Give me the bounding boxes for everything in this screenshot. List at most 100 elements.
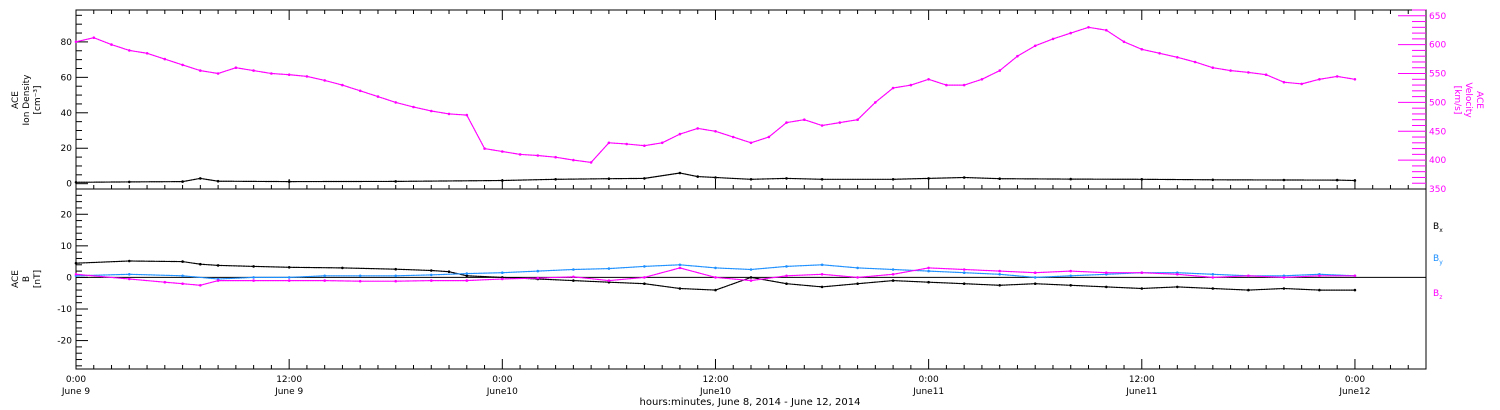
velocity-series-point	[678, 132, 682, 136]
bz-series-point	[1282, 276, 1286, 279]
bz-series-trace	[75, 267, 1356, 286]
bz-series-point	[163, 280, 167, 284]
density-series-point	[696, 175, 699, 178]
density-series-point	[678, 171, 682, 175]
velocity-series-point	[323, 79, 327, 82]
velocity-series-point	[128, 49, 131, 52]
time-tick-label: 0:00	[919, 375, 939, 385]
by-series-point	[891, 268, 895, 271]
bx-legend-label: Bx	[1433, 222, 1443, 234]
bx-series-point	[749, 276, 753, 279]
density-axis-tick-label: 80	[61, 38, 73, 48]
by-series-point	[998, 273, 1001, 276]
velocity-series-point	[305, 75, 309, 78]
date-tick-label: June11	[912, 387, 944, 397]
velocity-series-point	[376, 95, 380, 98]
velocity-axis-label-line-2: Velocity	[1463, 82, 1473, 118]
velocity-series-point	[1140, 48, 1144, 51]
velocity-axis-tick-label: 400	[1429, 156, 1446, 166]
velocity-series-point	[447, 112, 451, 116]
velocity-series-point	[1033, 44, 1037, 48]
velocity-series-point	[838, 121, 842, 124]
time-tick-label: 0:00	[492, 375, 512, 385]
by-series-point	[323, 274, 327, 278]
velocity-series-point	[199, 69, 202, 72]
velocity-series-point	[856, 118, 859, 121]
velocity-axis-tick-label: 650	[1429, 12, 1446, 22]
bx-series-point	[891, 279, 895, 282]
velocity-series-point	[341, 83, 344, 87]
velocity-series-point	[1335, 75, 1339, 78]
velocity-series-point	[501, 150, 504, 153]
bx-series-point	[962, 282, 966, 286]
velocity-series-point	[891, 86, 895, 90]
velocity-series-point	[625, 142, 628, 146]
field-axis-tick-label: 0	[66, 273, 72, 283]
velocity-series-point	[1176, 56, 1179, 59]
bx-series-point	[572, 279, 575, 282]
bx-series-point	[341, 266, 344, 270]
density-series-point	[1211, 178, 1215, 182]
bz-series-point	[607, 279, 611, 282]
by-series-point	[1211, 273, 1215, 276]
by-series-point	[785, 265, 788, 268]
by-legend-label: By	[1433, 254, 1443, 266]
velocity-series-point	[820, 124, 824, 127]
velocity-series-point	[287, 73, 291, 76]
density-series-point	[554, 178, 557, 181]
velocity-series-point	[518, 153, 522, 156]
top-panel-frame	[75, 9, 1427, 190]
density-series-point	[199, 177, 202, 180]
density-series-point	[891, 178, 895, 181]
bz-series-point	[1140, 271, 1144, 275]
bz-series-point	[678, 266, 682, 270]
velocity-series-point	[1282, 80, 1286, 84]
bz-series-point	[1069, 269, 1072, 273]
bx-series-point	[465, 274, 469, 278]
velocity-series-point	[927, 78, 930, 81]
time-tick-label: 0:00	[1345, 375, 1365, 385]
bx-series-point	[998, 284, 1001, 287]
bz-legend-label: Bz	[1433, 289, 1442, 301]
velocity-axis-label-line-1: ACE	[1474, 91, 1484, 109]
velocity-axis-tick-label: 600	[1429, 41, 1446, 51]
bz-series-point	[1211, 276, 1215, 279]
velocity-series-point	[767, 135, 771, 139]
bx-series-point	[1353, 288, 1357, 292]
velocity-series-point	[962, 83, 966, 87]
density-series-point	[607, 177, 611, 180]
density-axis-tick-label: 60	[61, 73, 73, 83]
velocity-series-point	[1353, 78, 1357, 81]
by-series-point	[927, 269, 930, 273]
velocity-series-point	[1318, 78, 1321, 81]
bz-series-point	[1105, 271, 1108, 275]
by-series-point	[465, 272, 469, 275]
bx-series-point	[1140, 287, 1144, 290]
bz-series-point	[358, 279, 362, 283]
time-axis-title: hours:minutes, June 8, 2014 - June 12, 2…	[640, 397, 861, 408]
velocity-series-point	[643, 144, 646, 147]
time-tick-label: 0:00	[66, 375, 86, 385]
time-axis: 0:00 June 9 12:00 June 9 0:00 June10 12:00 June…	[61, 10, 1427, 397]
velocity-series-point	[74, 40, 78, 44]
velocity-series-point	[1069, 31, 1072, 35]
by-series-point	[430, 273, 433, 277]
velocity-series-point	[980, 78, 984, 81]
density-series-point	[128, 180, 131, 184]
velocity-series-point	[909, 83, 913, 87]
by-series-point	[678, 263, 682, 267]
velocity-series-point	[714, 130, 717, 133]
velocity-series-point	[92, 36, 96, 39]
bz-series-point	[749, 279, 753, 282]
bottom-series	[74, 259, 1426, 292]
density-series-point	[394, 180, 398, 183]
by-series-point	[1033, 276, 1037, 279]
field-axis-tick-label: 10	[61, 242, 73, 252]
velocity-series-point	[554, 155, 557, 159]
bx-series-trace	[75, 260, 1356, 291]
velocity-series-point	[1105, 28, 1108, 32]
bz-series-point	[252, 279, 255, 282]
bz-series-point	[1176, 273, 1179, 276]
velocity-axis-tick-label: 550	[1429, 70, 1446, 80]
by-series-point	[394, 274, 398, 278]
